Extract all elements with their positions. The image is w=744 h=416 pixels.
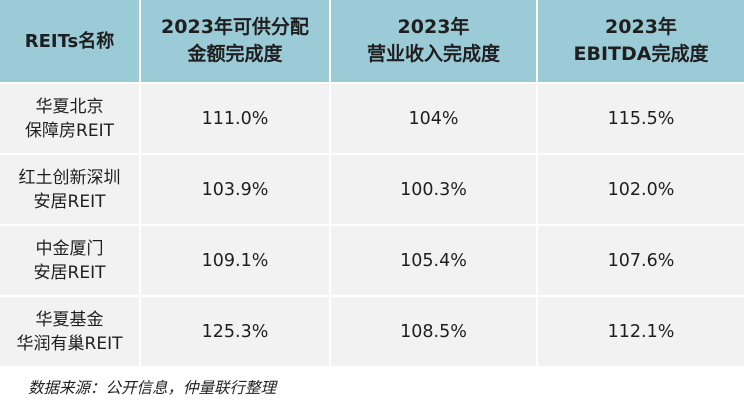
table-row: 华夏北京 保障房REIT 111.0% 104% 115.5% [0,82,744,154]
header-cell-reit-name: REITs名称 [0,0,141,83]
table-row: 华夏基金 华润有巢REIT 125.3% 108.5% 112.1% [0,295,744,366]
reit-name-line: 华夏北京 [35,96,104,117]
completion-table-container: REITs名称 2023年可供分配 金额完成度 2023年 营业收入完成度 20… [0,0,744,366]
reit-name-cell: 红土创新深圳 安居REIT [0,153,141,225]
header-line: 营业收入完成度 [366,43,500,65]
reit-name-line: 安居REIT [33,262,106,283]
revenue-completion-cell: 108.5% [330,295,538,366]
reit-name-line: 华润有巢REIT [16,333,123,354]
distribution-completion-cell: 111.0% [140,82,331,154]
reit-name-line: 保障房REIT [25,120,114,141]
ebitda-completion-cell: 115.5% [537,82,744,154]
ebitda-completion-cell: 107.6% [537,224,744,296]
reit-name-line: 红土创新深圳 [18,167,121,188]
header-line: EBITDA完成度 [573,43,709,65]
reit-name-cell: 华夏北京 保障房REIT [0,82,141,154]
data-source-note: 数据来源：公开信息，仲量联行整理 [28,379,277,397]
reit-name-cell: 华夏基金 华润有巢REIT [0,295,141,366]
header-cell-distribution: 2023年可供分配 金额完成度 [140,0,331,83]
header-line: 2023年 [605,16,677,38]
reit-name-line: 华夏基金 [35,309,104,330]
table-row: 中金厦门 安居REIT 109.1% 105.4% 107.6% [0,224,744,296]
reit-name-cell: 中金厦门 安居REIT [0,224,141,296]
header-line: 2023年可供分配 [161,16,309,38]
revenue-completion-cell: 100.3% [330,153,538,225]
table-row: 红土创新深圳 安居REIT 103.9% 100.3% 102.0% [0,153,744,225]
ebitda-completion-cell: 102.0% [537,153,744,225]
header-line: 2023年 [397,16,470,38]
ebitda-completion-cell: 112.1% [537,295,744,366]
header-line: REITs名称 [24,30,115,52]
header-cell-ebitda: 2023年 EBITDA完成度 [537,0,744,83]
reit-name-line: 中金厦门 [35,238,104,259]
header-row: REITs名称 2023年可供分配 金额完成度 2023年 营业收入完成度 20… [0,0,744,83]
distribution-completion-cell: 103.9% [140,153,331,225]
revenue-completion-cell: 105.4% [330,224,538,296]
revenue-completion-cell: 104% [330,82,538,154]
header-cell-revenue: 2023年 营业收入完成度 [330,0,538,83]
header-line: 金额完成度 [187,43,283,65]
distribution-completion-cell: 125.3% [140,295,331,366]
reit-name-line: 安居REIT [33,191,106,212]
distribution-completion-cell: 109.1% [140,224,331,296]
reit-completion-table: REITs名称 2023年可供分配 金额完成度 2023年 营业收入完成度 20… [0,0,744,366]
